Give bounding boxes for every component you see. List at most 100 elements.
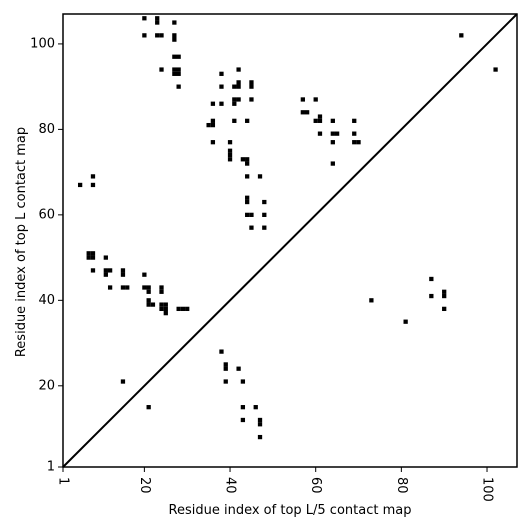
contact-point (459, 33, 464, 38)
contact-point (245, 199, 250, 205)
contact-point (403, 319, 408, 324)
contact-point (236, 67, 241, 72)
x-tick-label: 40 (223, 477, 238, 494)
x-tick-label: 60 (308, 477, 323, 494)
contact-point (313, 118, 318, 123)
contact-point (223, 379, 228, 384)
contact-point (232, 97, 237, 102)
contact-point (300, 110, 305, 115)
contact-point (120, 285, 126, 290)
contact-point (249, 97, 254, 102)
contact-point (103, 268, 108, 273)
contact-point (90, 174, 96, 179)
contact-point (159, 306, 164, 312)
contact-point (107, 285, 113, 290)
y-tick-label: 1 (47, 460, 55, 475)
y-tick-label: 20 (38, 378, 55, 393)
contact-point (86, 251, 91, 256)
contact-point (172, 37, 177, 42)
x-tick-label: 1 (56, 477, 71, 485)
contact-point (155, 33, 160, 38)
x-tick-label: 80 (394, 477, 409, 494)
contact-point (210, 122, 216, 128)
contact-point (120, 268, 126, 273)
contact-point (90, 255, 96, 260)
contact-point (352, 140, 357, 145)
contact-point (352, 118, 357, 123)
contact-point (155, 20, 160, 25)
contact-point (172, 71, 177, 76)
contact-point (240, 379, 246, 384)
contact-point (103, 272, 108, 277)
contact-point (172, 33, 177, 38)
contact-point (330, 161, 335, 166)
y-tick-label: 100 (30, 36, 55, 51)
plot-frame (62, 13, 518, 468)
contact-point (159, 33, 164, 38)
contact-point (185, 306, 190, 312)
contact-point (176, 306, 181, 312)
contact-point (249, 212, 254, 217)
contact-point (146, 405, 151, 410)
contact-point (369, 298, 374, 303)
contact-point (142, 16, 147, 21)
contact-point (493, 67, 498, 72)
contact-point (317, 131, 323, 136)
contact-point (257, 174, 263, 179)
contact-point (232, 84, 237, 89)
diagonal-line (62, 13, 518, 468)
contact-point (163, 306, 168, 312)
contact-point (176, 84, 181, 89)
contact-point (180, 306, 186, 312)
y-tick-label: 80 (38, 122, 55, 137)
contact-point (77, 182, 83, 188)
contact-point (232, 101, 237, 106)
y-tick-label: 60 (38, 207, 55, 222)
contact-point (313, 97, 318, 102)
contact-point (236, 366, 241, 371)
contact-point (236, 80, 241, 85)
contact-point (352, 131, 357, 136)
contact-point (150, 302, 156, 307)
contact-point (236, 97, 241, 102)
y-axis-ticks: 1 20 40 60 80 100 (30, 36, 63, 475)
contact-point (90, 251, 96, 256)
contact-point (245, 174, 250, 179)
contact-point (219, 101, 224, 106)
contact-point (262, 225, 267, 230)
contact-point (232, 118, 237, 123)
contact-point (159, 67, 164, 72)
contact-point (155, 16, 160, 21)
contact-point (107, 268, 113, 273)
contact-point (245, 118, 250, 123)
contact-point (86, 255, 91, 260)
contact-point (253, 405, 258, 410)
contact-point (227, 152, 233, 158)
contact-point (176, 54, 181, 59)
contact-point (172, 54, 177, 59)
contact-point (249, 80, 254, 85)
contact-point (236, 84, 241, 89)
contact-point (330, 118, 335, 123)
contact-point (163, 302, 168, 307)
contact-point (210, 101, 216, 106)
contact-point (429, 276, 434, 282)
contact-point (90, 182, 96, 188)
contact-point (219, 84, 224, 89)
contact-point (176, 67, 181, 72)
contact-point (142, 33, 147, 38)
contact-point (210, 118, 216, 123)
contact-point (330, 140, 335, 145)
contact-point (227, 157, 233, 162)
contact-point (172, 67, 177, 72)
contact-point (227, 148, 233, 153)
contact-point (262, 199, 267, 205)
contact-point (176, 71, 181, 76)
contact-point (240, 157, 246, 162)
contact-point (210, 140, 216, 145)
contact-point (142, 272, 147, 277)
contact-point (300, 97, 305, 102)
contact-point (90, 268, 96, 273)
